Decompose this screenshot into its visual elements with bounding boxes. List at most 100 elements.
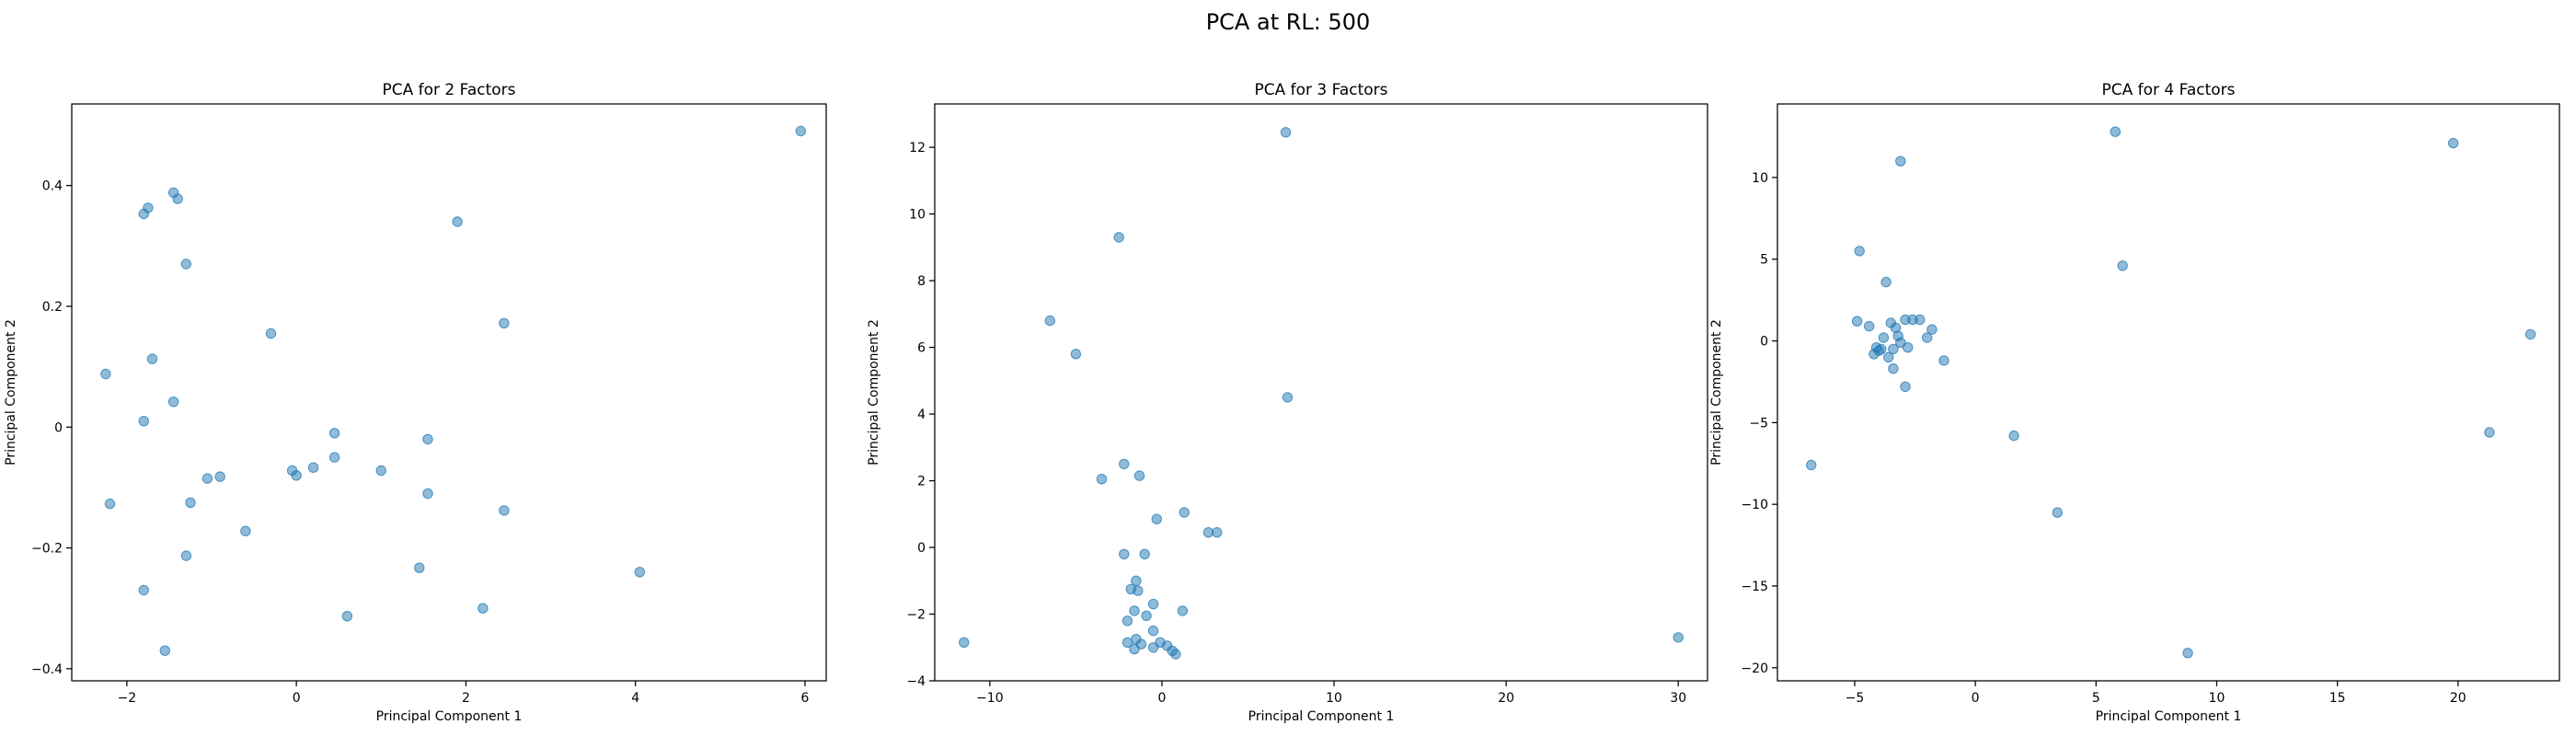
data-point bbox=[1888, 363, 1899, 374]
data-point bbox=[1280, 127, 1292, 138]
data-point bbox=[1926, 324, 1938, 335]
data-point bbox=[414, 562, 425, 573]
subplot-1: PCA for 2 Factors −2 0 2 4 6 −0.4 −0.2 0 0.2 0.4 Pr… bbox=[4, 81, 827, 724]
data-point bbox=[2110, 126, 2122, 137]
data-point bbox=[634, 567, 645, 578]
data-point bbox=[1876, 343, 1887, 355]
data-point bbox=[2524, 328, 2536, 340]
y-tick-label: 10 bbox=[909, 208, 926, 223]
x-tick-label: 6 bbox=[801, 691, 810, 706]
data-point bbox=[422, 433, 433, 445]
scatter-points bbox=[1806, 126, 2536, 659]
data-point bbox=[1895, 337, 1906, 348]
data-point bbox=[2052, 507, 2064, 518]
y-tick-label: −0.4 bbox=[31, 662, 63, 677]
data-point bbox=[167, 397, 179, 408]
y-tick-label: 0 bbox=[54, 420, 63, 435]
y-tick-label: 8 bbox=[917, 274, 926, 289]
subplot-title: PCA for 3 Factors bbox=[1254, 81, 1387, 99]
data-point bbox=[1147, 598, 1159, 610]
axes-frame bbox=[71, 103, 827, 682]
y-axis-label: Principal Component 2 bbox=[1709, 319, 1724, 466]
data-point bbox=[499, 505, 510, 516]
data-point bbox=[214, 471, 225, 482]
x-tick-label: 0 bbox=[1157, 691, 1166, 706]
x-tick-label: 15 bbox=[2329, 691, 2346, 706]
y-tick-label: −4 bbox=[906, 674, 926, 689]
x-tick-label: 10 bbox=[1326, 691, 1342, 706]
y-tick-label: 12 bbox=[909, 141, 926, 155]
y-tick-label: 10 bbox=[1752, 171, 1768, 186]
data-point bbox=[1131, 575, 1142, 586]
data-point bbox=[1869, 349, 1880, 360]
data-point bbox=[1915, 314, 1926, 326]
data-point bbox=[1044, 315, 1056, 327]
data-point bbox=[1129, 605, 1140, 616]
subplot-2: PCA for 3 Factors −10 0 10 20 30 −4 −2 0 2 4 6 8 10 12… bbox=[867, 81, 1708, 724]
data-point bbox=[499, 317, 510, 328]
y-axis-label: Principal Component 2 bbox=[867, 319, 881, 466]
data-point bbox=[375, 465, 386, 477]
data-point bbox=[291, 470, 302, 481]
y-tick-label: 0 bbox=[1760, 335, 1768, 350]
data-point bbox=[2117, 260, 2128, 271]
data-point bbox=[1895, 155, 1906, 167]
data-point bbox=[1113, 232, 1124, 243]
data-point bbox=[1096, 474, 1108, 485]
y-tick-label: 0 bbox=[917, 541, 926, 556]
y-tick-label: 4 bbox=[917, 408, 926, 422]
data-point bbox=[1922, 332, 1933, 343]
x-tick-label: −2 bbox=[118, 691, 137, 706]
data-point bbox=[1673, 632, 1684, 643]
data-point bbox=[1121, 615, 1133, 627]
y-tick-label: −20 bbox=[1741, 661, 1768, 676]
x-tick-label: 4 bbox=[631, 691, 639, 706]
x-axis-label: Principal Component 1 bbox=[376, 709, 523, 724]
data-point bbox=[104, 498, 116, 510]
data-point bbox=[1883, 351, 1894, 362]
figure-suptitle: PCA at RL: 500 bbox=[1206, 9, 1371, 35]
subplot-title: PCA for 2 Factors bbox=[382, 81, 515, 99]
x-axis-label: Principal Component 1 bbox=[2096, 709, 2242, 724]
y-tick-label: −15 bbox=[1741, 580, 1768, 594]
data-point bbox=[1854, 246, 1865, 257]
data-point bbox=[2447, 137, 2459, 149]
data-point bbox=[1938, 355, 1949, 366]
y-tick-label: 0.4 bbox=[42, 179, 63, 194]
data-point bbox=[146, 353, 158, 364]
data-point bbox=[1864, 320, 1875, 332]
y-tick-label: 2 bbox=[917, 475, 926, 489]
data-point bbox=[1903, 342, 1914, 353]
subplot-3: PCA for 4 Factors −5 0 5 10 15 20 −20 −15 −10 −5 0 5… bbox=[1709, 81, 2560, 724]
data-point bbox=[2182, 648, 2193, 659]
data-point bbox=[1133, 585, 1144, 596]
data-point bbox=[795, 125, 807, 137]
data-point bbox=[328, 428, 340, 439]
x-tick-label: 20 bbox=[1498, 691, 1514, 706]
scatter-points bbox=[100, 125, 807, 656]
data-point bbox=[1141, 610, 1152, 621]
data-point bbox=[1119, 458, 1130, 470]
data-point bbox=[1806, 459, 1817, 471]
data-point bbox=[1170, 649, 1181, 660]
x-tick-label: 5 bbox=[2092, 691, 2100, 706]
data-point bbox=[100, 368, 111, 380]
data-point bbox=[959, 637, 970, 648]
data-point bbox=[185, 497, 196, 508]
y-tick-label: 0.2 bbox=[42, 300, 63, 315]
data-point bbox=[1177, 605, 1189, 616]
scatter-points bbox=[959, 127, 1684, 660]
y-tick-label: −10 bbox=[1741, 498, 1768, 512]
data-point bbox=[240, 525, 251, 536]
data-point bbox=[265, 328, 277, 339]
x-tick-label: −10 bbox=[976, 691, 1004, 706]
data-point bbox=[341, 611, 353, 622]
x-axis-label: Principal Component 1 bbox=[1248, 709, 1395, 724]
data-point bbox=[2484, 427, 2495, 438]
y-tick-label: 5 bbox=[1760, 253, 1768, 268]
data-point bbox=[2008, 430, 2019, 442]
data-point bbox=[1880, 276, 1892, 288]
y-tick-label: −5 bbox=[1749, 416, 1768, 431]
axes-frame bbox=[934, 103, 1708, 682]
